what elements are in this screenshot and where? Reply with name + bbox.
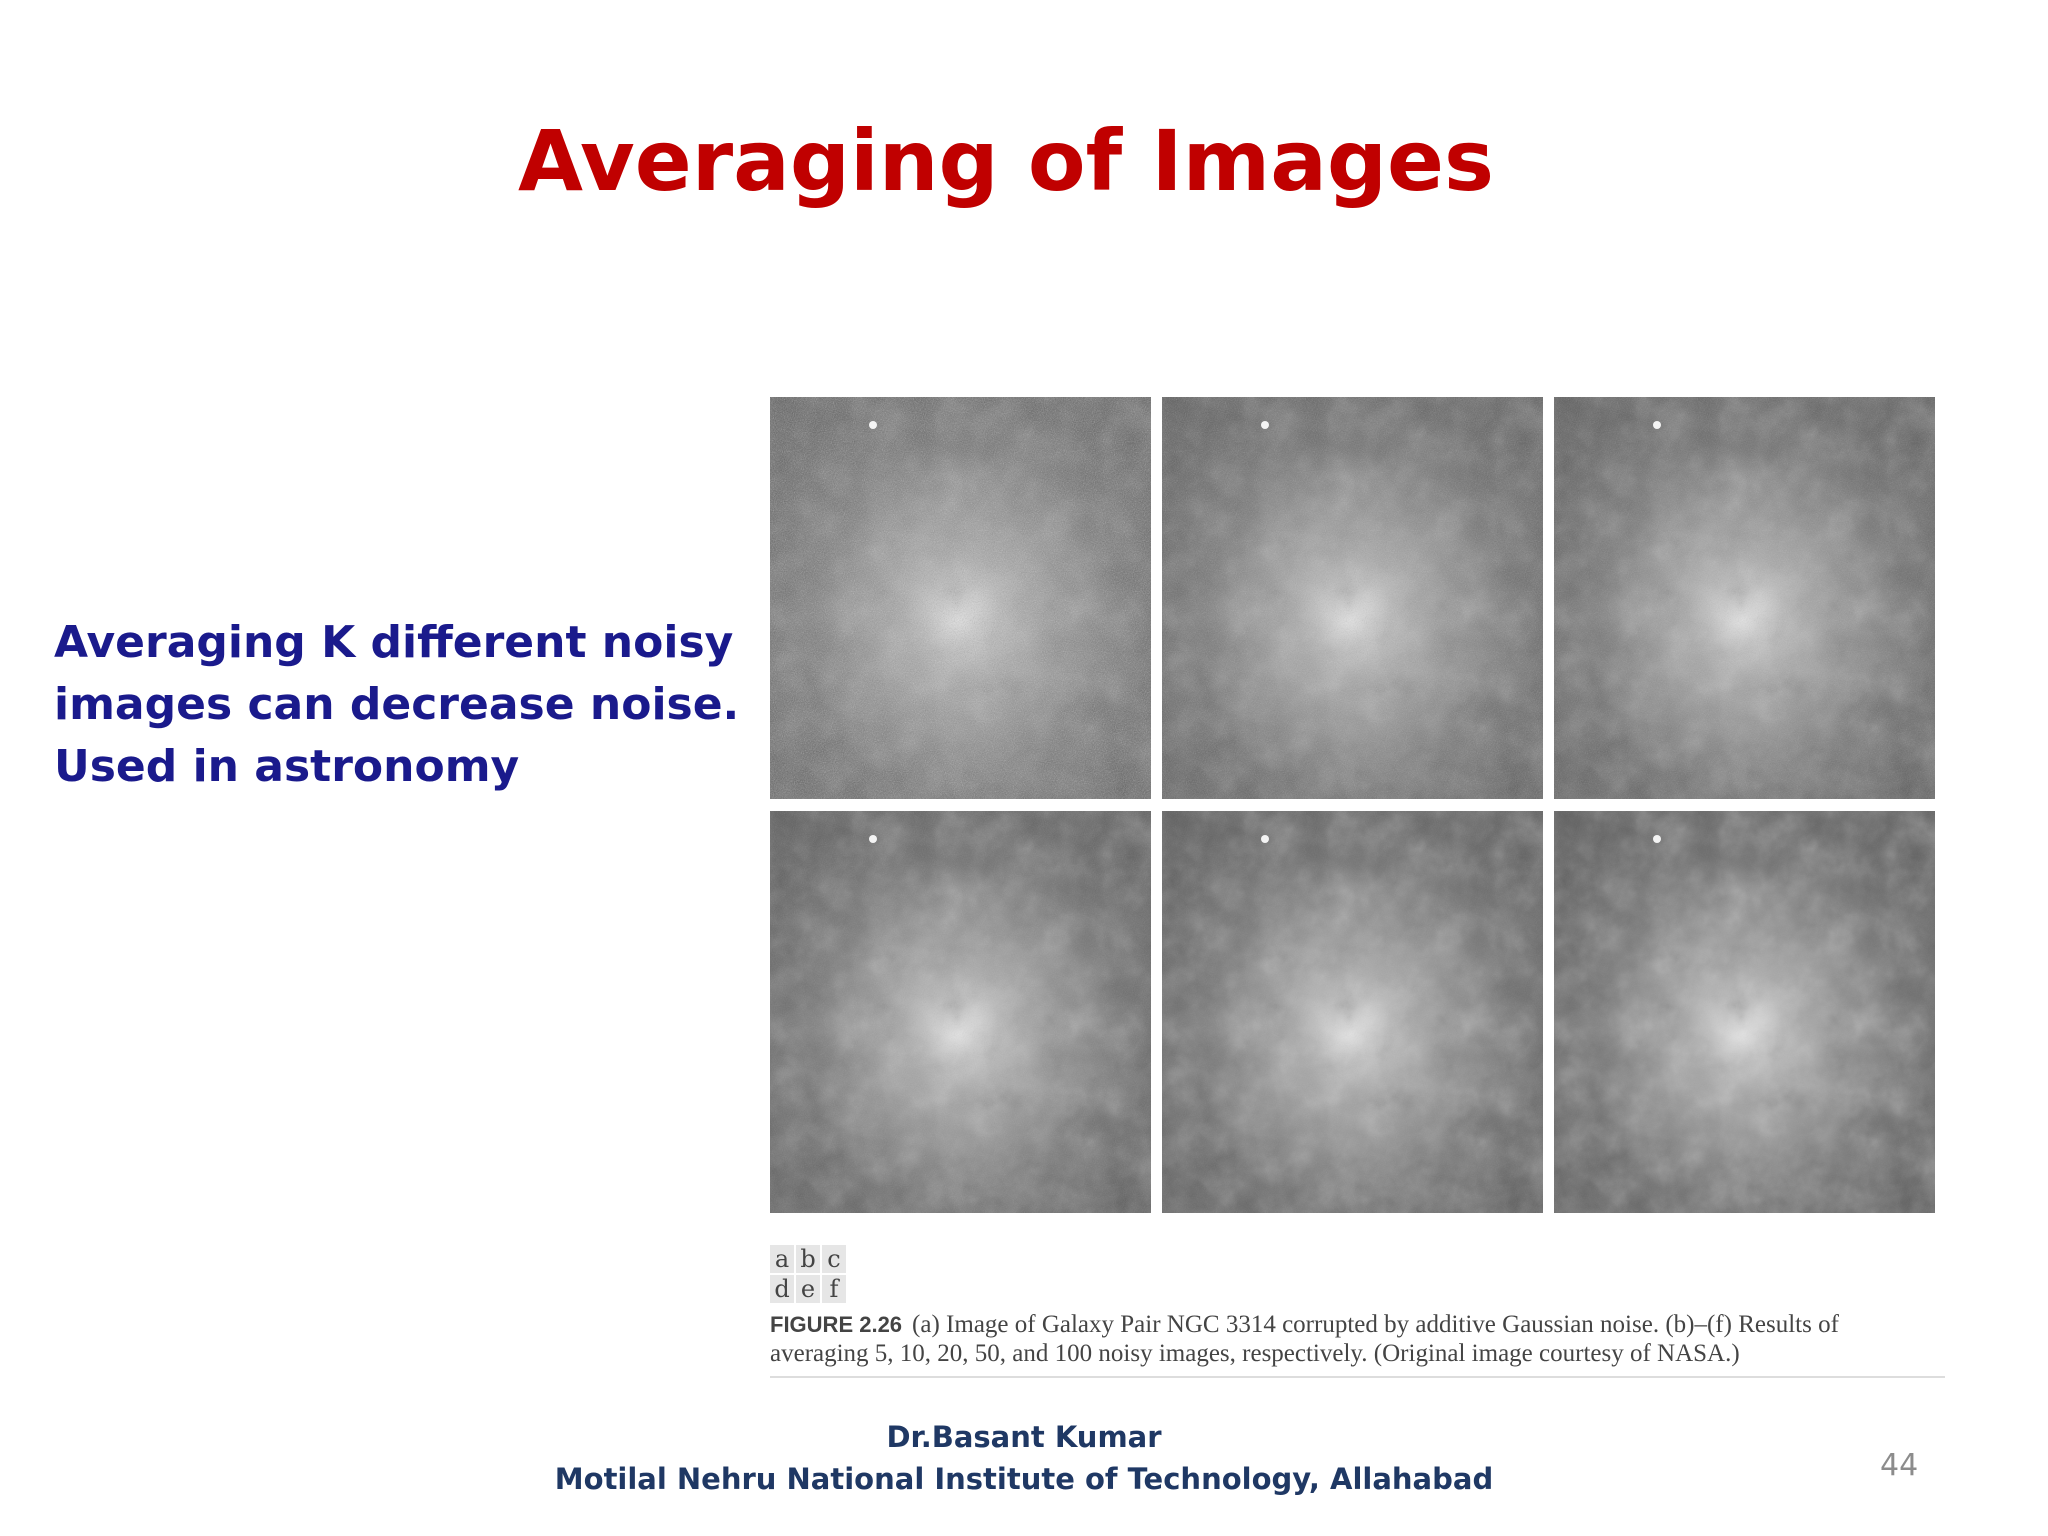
star [1261, 421, 1269, 429]
star [869, 421, 877, 429]
body-line: Used in astronomy [54, 741, 520, 792]
footer-author: Dr.Basant Kumar [886, 1420, 1162, 1454]
galaxy-panel [1162, 811, 1543, 1213]
caption-line: averaging 5, 10, 20, 50, and 100 noisy i… [770, 1340, 1740, 1367]
galaxy-panel [770, 811, 1151, 1213]
galaxy-panel [1162, 397, 1543, 799]
body-text: Averaging K different noisy images can d… [54, 612, 739, 798]
footer-institute: Motilal Nehru National Institute of Tech… [554, 1462, 1494, 1496]
panel-noise [1162, 397, 1543, 799]
body-line: Averaging K different noisy [54, 617, 734, 668]
caption-label: FIGURE 2.26 [770, 1312, 903, 1337]
footer: Dr.Basant Kumar Motilal Nehru National I… [0, 1416, 2048, 1500]
body-line: images can decrease noise. [54, 679, 740, 730]
panel-noise [770, 811, 1151, 1213]
key-cell: b [794, 1243, 822, 1275]
galaxy-panel [1554, 397, 1935, 799]
star [1261, 835, 1269, 843]
key-cell: a [768, 1243, 796, 1275]
page-number: 44 [1880, 1448, 1919, 1483]
star [869, 835, 877, 843]
panel-noise [1554, 397, 1935, 799]
panel-noise [1554, 811, 1935, 1213]
panel-noise [1162, 811, 1543, 1213]
galaxy-panel [1554, 811, 1935, 1213]
key-cell: c [820, 1243, 848, 1275]
figure-caption: FIGURE 2.26 (a) Image of Galaxy Pair NGC … [770, 1310, 1945, 1378]
key-cell: e [794, 1273, 822, 1305]
slide-title: Averaging of Images [517, 112, 1494, 210]
star [1653, 835, 1661, 843]
galaxy-panel [770, 397, 1151, 799]
key-cell: f [820, 1273, 848, 1305]
panel-noise [770, 397, 1151, 799]
caption-text: (a) Image of Galaxy Pair NGC 3314 corrup… [912, 1311, 1839, 1338]
star [1653, 421, 1661, 429]
galaxy-figure [770, 397, 1935, 1213]
caption-line: FIGURE 2.26 (a) Image of Galaxy Pair NGC … [770, 1310, 1945, 1339]
key-cell: d [768, 1273, 796, 1305]
